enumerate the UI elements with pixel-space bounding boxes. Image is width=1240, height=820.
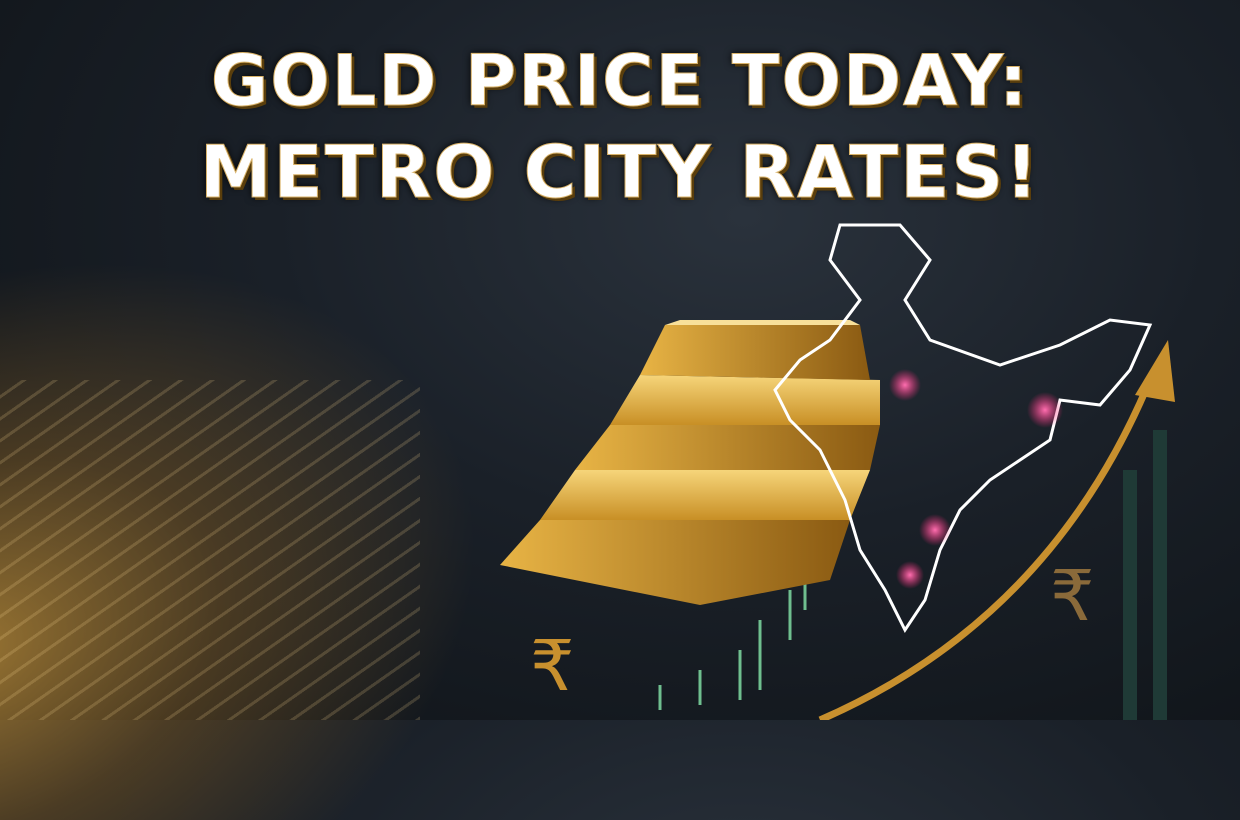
arrow-head <box>1135 340 1175 402</box>
headline-line-1: GOLD PRICE TODAY: <box>210 40 1030 123</box>
india-map <box>773 223 1153 633</box>
light-streaks <box>0 380 420 720</box>
rupee-icon: ₹ <box>530 625 575 707</box>
illustration: ₹ ₹ <box>500 223 1175 720</box>
candlestick-chart <box>658 430 1167 720</box>
headline-line-2: METRO CITY RATES! <box>199 130 1041 215</box>
city-markers <box>889 369 1063 589</box>
up-arrow <box>818 378 1154 720</box>
rupee-icon: ₹ <box>1050 555 1095 637</box>
gold-bars <box>500 320 880 605</box>
